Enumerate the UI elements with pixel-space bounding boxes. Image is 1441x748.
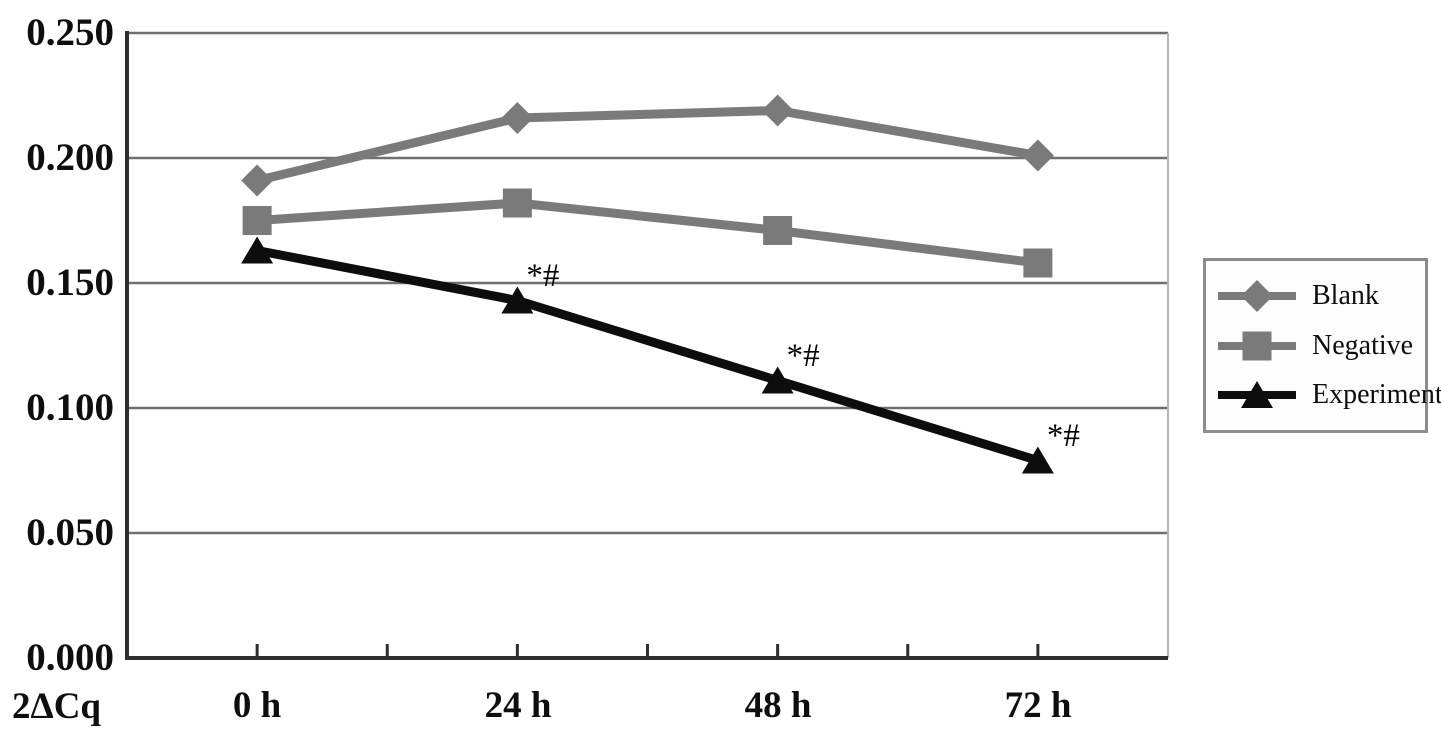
marker-square bbox=[242, 206, 272, 235]
y-axis-tick-label: 0.050 bbox=[26, 511, 114, 554]
square-icon bbox=[1242, 331, 1272, 360]
legend-marker-triangle bbox=[1218, 381, 1296, 409]
x-axis-tick-label: 48 h bbox=[744, 685, 812, 726]
legend-square-icon bbox=[1218, 326, 1296, 366]
series-line-negative bbox=[252, 198, 1043, 268]
x-axis-tick-label: 0 h bbox=[232, 685, 282, 726]
marker-triangle bbox=[1021, 446, 1054, 474]
marker-diamond bbox=[761, 94, 794, 127]
y-axis-title: 2ΔCq bbox=[12, 686, 101, 727]
legend-item-experiment: Experiment bbox=[1218, 372, 1441, 418]
marker-diamond bbox=[501, 102, 534, 134]
y-axis-tick-label: 0.200 bbox=[26, 136, 114, 179]
y-axis-tick-label: 0.150 bbox=[26, 261, 114, 304]
legend-triangle-icon bbox=[1218, 375, 1296, 415]
y-axis-tick-label: 0.250 bbox=[26, 11, 114, 54]
marker-square bbox=[1023, 248, 1053, 278]
legend-label: Negative bbox=[1312, 329, 1414, 361]
legend-diamond-icon bbox=[1218, 276, 1296, 316]
marker-triangle bbox=[501, 286, 534, 314]
legend-item-negative: Negative bbox=[1218, 323, 1419, 369]
triangle-icon bbox=[1241, 381, 1273, 409]
x-axis-tick-label: 24 h bbox=[484, 685, 552, 726]
legend-label: Blank bbox=[1312, 279, 1379, 311]
legend-marker-square bbox=[1218, 331, 1296, 360]
x-axis-tick-label: 72 h bbox=[1004, 685, 1072, 726]
legend-item-blank: Blank bbox=[1218, 273, 1419, 319]
marker-triangle bbox=[761, 366, 794, 394]
significance-annotation: *# bbox=[786, 337, 820, 374]
legend-marker-diamond bbox=[1218, 279, 1296, 312]
marker-diamond bbox=[1021, 139, 1054, 172]
marker-square bbox=[763, 216, 793, 245]
y-axis-tick-label: 0.000 bbox=[26, 636, 114, 679]
marker-triangle bbox=[241, 236, 274, 264]
diamond-icon bbox=[1241, 279, 1273, 312]
y-axis-tick-label: 0.100 bbox=[26, 386, 114, 429]
marker-square bbox=[502, 188, 532, 218]
significance-annotation: *# bbox=[526, 257, 560, 294]
series-line-experiment bbox=[252, 246, 1043, 465]
series-line-blank bbox=[252, 106, 1043, 185]
legend-label: Experiment bbox=[1312, 379, 1441, 411]
legend: Blank Negative Experiment bbox=[1203, 258, 1441, 433]
marker-diamond bbox=[241, 164, 274, 197]
significance-annotation: *# bbox=[1046, 417, 1080, 454]
